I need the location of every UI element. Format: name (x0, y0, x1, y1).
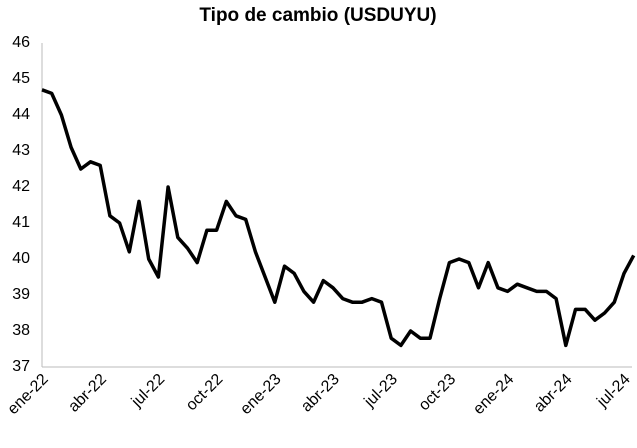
x-tick-label: abr-22 (65, 371, 110, 416)
chart-title: Tipo de cambio (USDUYU) (199, 5, 436, 26)
y-tick-label: 38 (12, 322, 30, 339)
y-tick-label: 45 (12, 70, 30, 87)
y-tick-label: 40 (12, 250, 30, 267)
line-series (41, 88, 636, 348)
y-tick-label: 42 (12, 178, 30, 195)
x-tick-label: oct-22 (183, 371, 227, 415)
x-tick-label: jul-23 (361, 371, 401, 411)
x-tick-label: ene-23 (237, 371, 284, 418)
y-tick-label: 37 (12, 358, 30, 375)
x-tick-label: ene-24 (470, 371, 517, 418)
x-tick-label: oct-23 (416, 371, 460, 415)
x-tick-label: ene-22 (5, 371, 52, 418)
y-tick-label: 44 (12, 106, 30, 123)
x-tick-label: jul-22 (128, 371, 168, 411)
x-tick-label: abr-24 (531, 371, 576, 416)
y-tick-label: 41 (12, 214, 30, 231)
y-tick-label: 46 (12, 34, 30, 51)
y-tick-label: 39 (12, 286, 30, 303)
x-tick-label: abr-23 (298, 371, 343, 416)
y-tick-label: 43 (12, 142, 30, 159)
x-tick-label: jul-24 (593, 371, 633, 411)
